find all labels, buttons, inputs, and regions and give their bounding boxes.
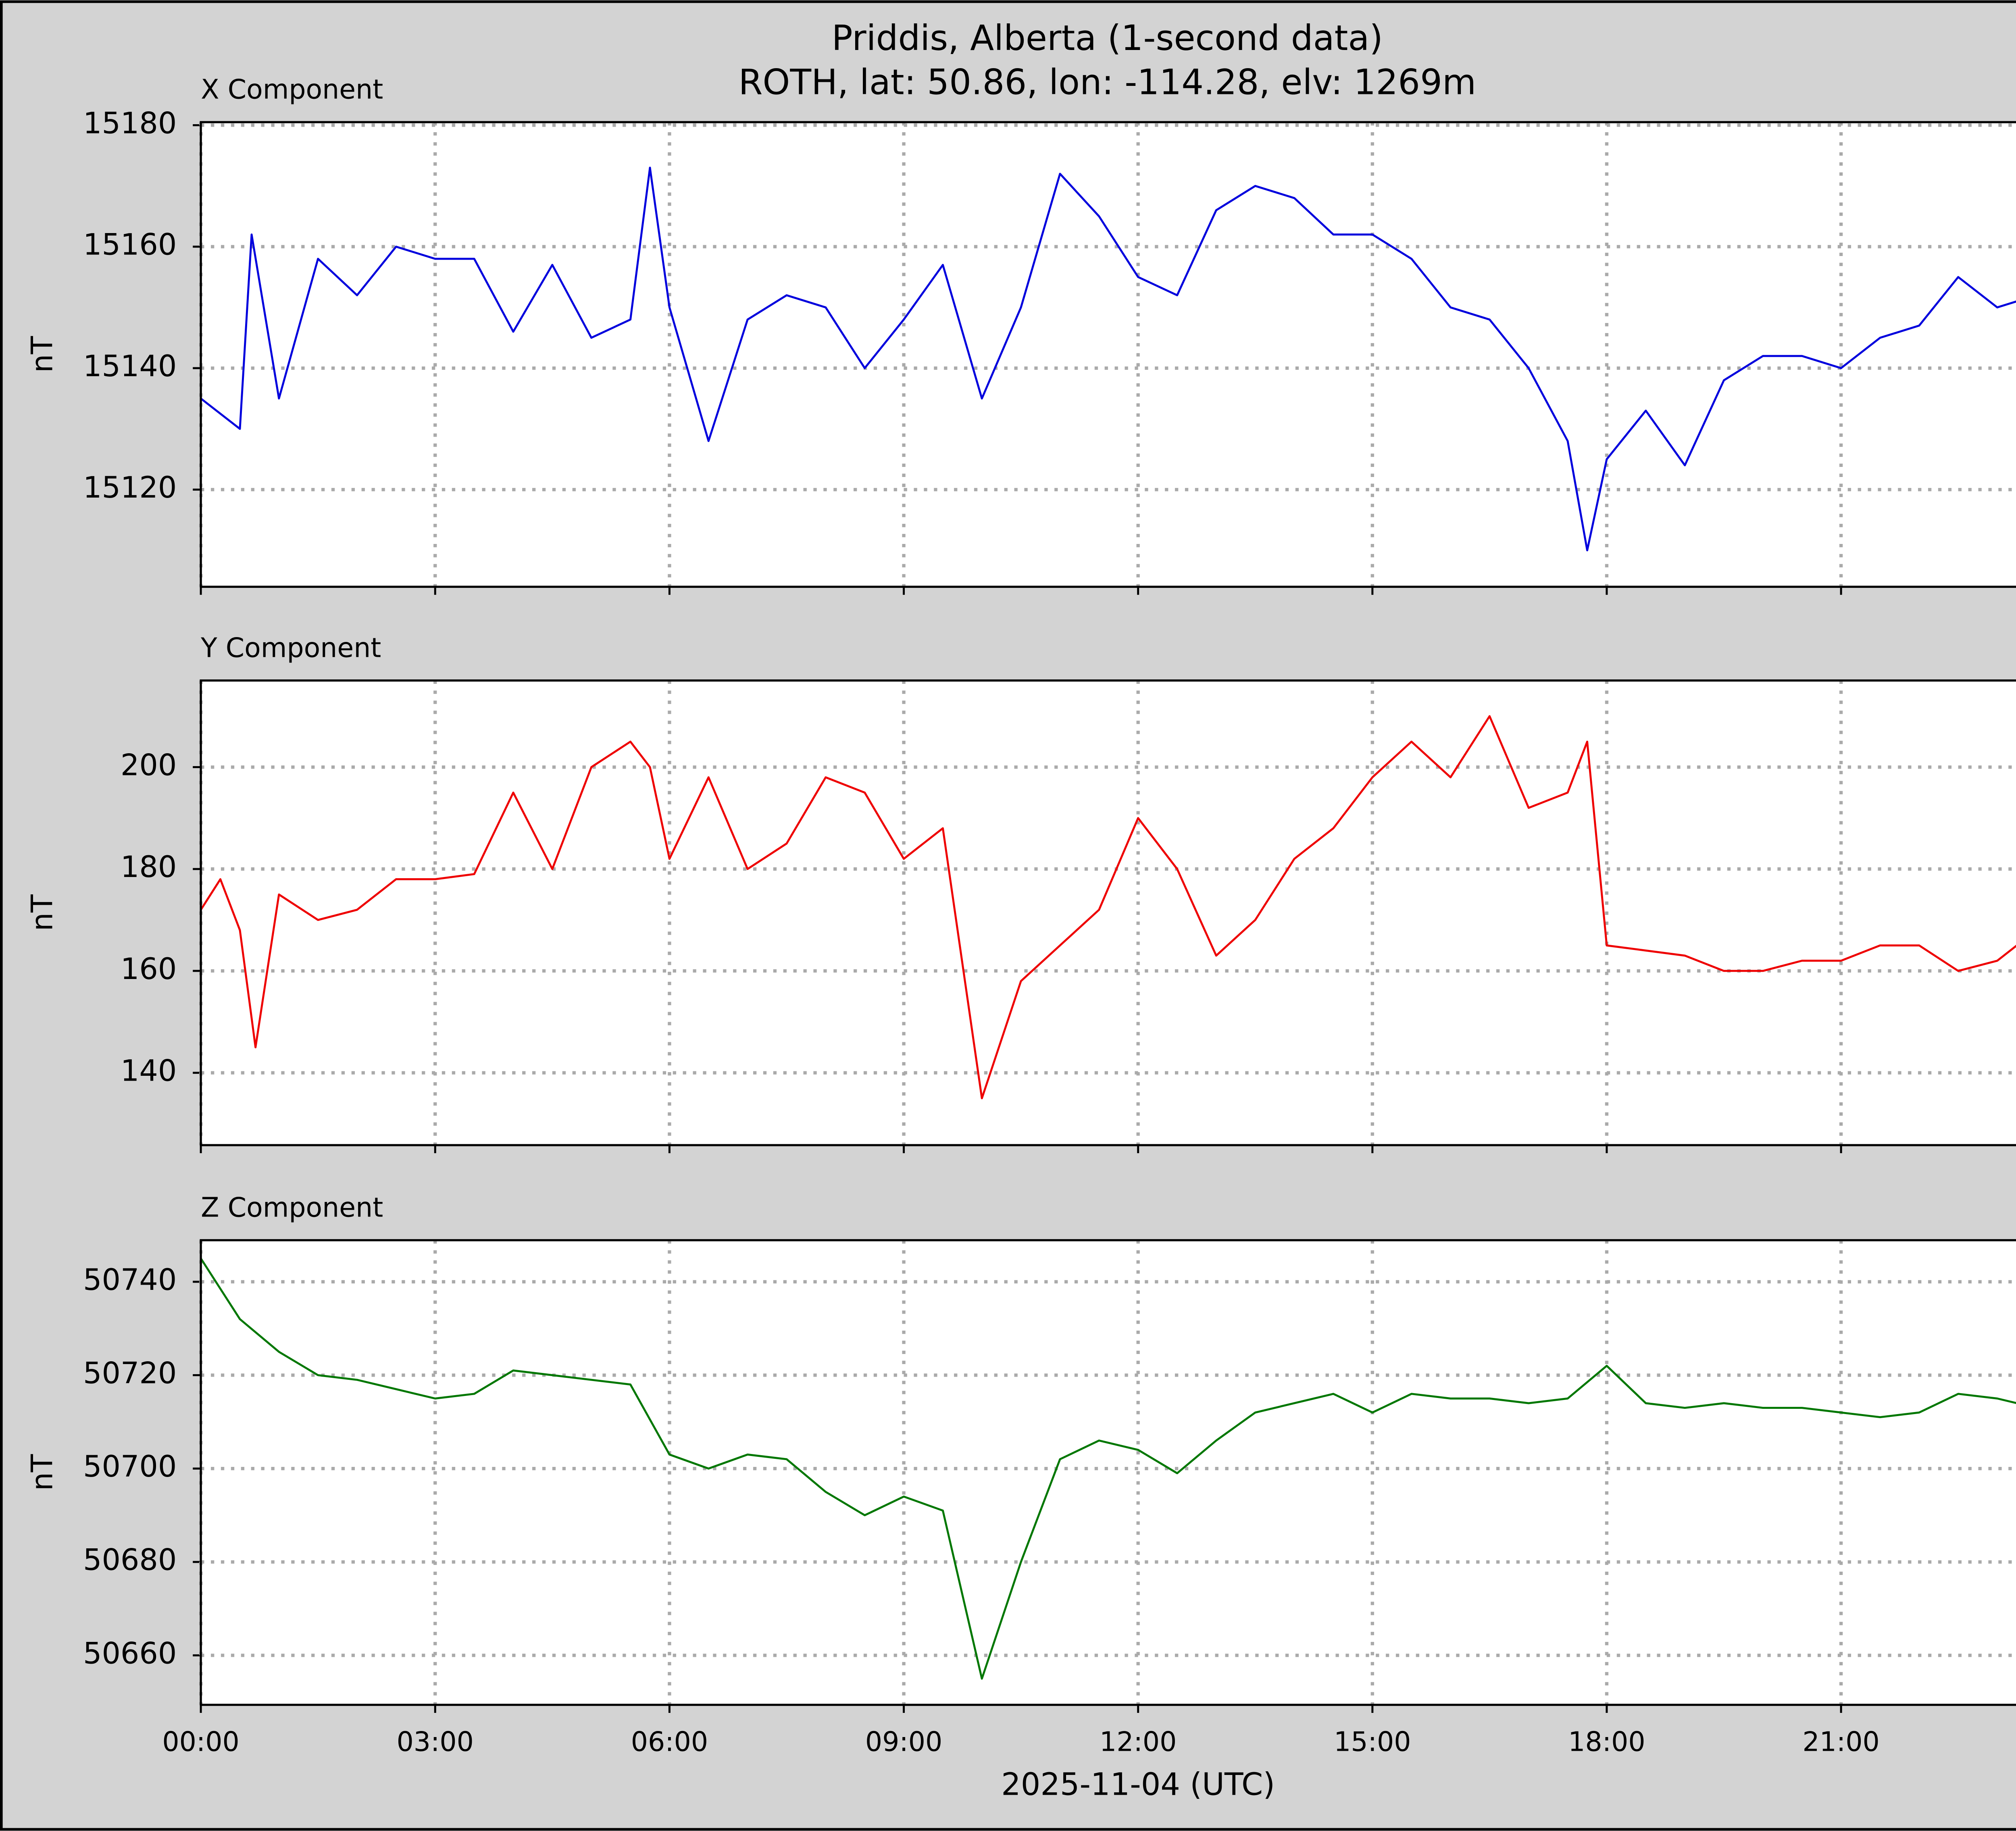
plot-area xyxy=(201,1240,2016,1705)
x-tick-label: 18:00 xyxy=(1568,1726,1645,1757)
x-tick-label: 15:00 xyxy=(1334,1726,1411,1757)
y-tick-label: 15140 xyxy=(83,349,177,383)
data-line xyxy=(200,715,2016,1100)
y-tick-label: 15180 xyxy=(83,106,177,140)
y-tick-label: 180 xyxy=(121,850,177,884)
figure-title: Priddis, Alberta (1-second data) xyxy=(832,18,1383,58)
y-tick-label: 140 xyxy=(121,1054,177,1088)
y-tick-label: 50680 xyxy=(83,1543,177,1577)
subplot-title: Y Component xyxy=(200,632,381,663)
plot-area xyxy=(201,680,2016,1146)
y-tick-label: 50660 xyxy=(83,1636,177,1671)
y-axis-label: nT xyxy=(25,1454,60,1491)
y-tick-label: 160 xyxy=(121,952,177,986)
y-tick-label: 50700 xyxy=(83,1450,177,1484)
y-tick-label: 200 xyxy=(121,748,177,783)
x-tick-label: 21:00 xyxy=(1802,1726,1879,1757)
x-tick-label: 09:00 xyxy=(865,1726,942,1757)
y-tick-label: 15160 xyxy=(83,228,177,262)
subplot-title: Z Component xyxy=(201,1192,383,1223)
plot-frame xyxy=(200,1239,2016,1706)
x-tick-label: 12:00 xyxy=(1100,1726,1177,1757)
y-axis-label: nT xyxy=(25,894,60,931)
y-tick-label: 50740 xyxy=(83,1263,177,1297)
plot-area xyxy=(201,122,2016,587)
x-tick-label: 00:00 xyxy=(162,1726,239,1757)
data-line xyxy=(200,167,2016,552)
subplot-title: X Component xyxy=(201,74,383,105)
y-tick-label: 50720 xyxy=(83,1356,177,1390)
x-tick-label: 03:00 xyxy=(397,1726,474,1757)
data-line xyxy=(200,1258,2016,1680)
y-tick-label: 15120 xyxy=(83,471,177,505)
plot-frame xyxy=(200,121,2016,588)
plot-frame xyxy=(200,679,2016,1146)
y-axis-label: nT xyxy=(25,336,60,373)
figure-subtitle: ROTH, lat: 50.86, lon: -114.28, elv: 126… xyxy=(738,62,1476,102)
x-tick-label: 06:00 xyxy=(631,1726,708,1757)
x-axis-label: 2025-11-04 (UTC) xyxy=(1001,1767,1275,1803)
